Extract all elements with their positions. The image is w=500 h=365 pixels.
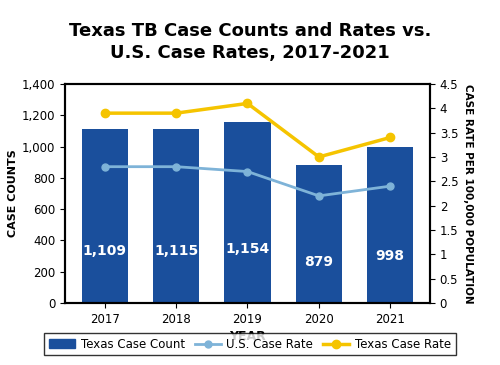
Bar [367,147,414,303]
Bar [82,130,128,303]
X-axis label: YEAR: YEAR [229,330,266,343]
Text: 1,115: 1,115 [154,243,198,258]
Text: 1,154: 1,154 [226,242,270,256]
Bar [153,128,200,303]
Legend: Texas Case Count, U.S. Case Rate, Texas Case Rate: Texas Case Count, U.S. Case Rate, Texas … [44,333,456,356]
Bar [296,165,342,303]
Text: 1,109: 1,109 [83,244,127,258]
Text: 998: 998 [376,249,404,263]
Bar [224,122,270,303]
Text: Texas TB Case Counts and Rates vs.
U.S. Case Rates, 2017-2021: Texas TB Case Counts and Rates vs. U.S. … [69,22,431,62]
Text: 879: 879 [304,255,334,269]
Y-axis label: CASE RATE PER 100,000 POPULATION: CASE RATE PER 100,000 POPULATION [462,84,472,303]
Y-axis label: CASE COUNTS: CASE COUNTS [8,150,18,237]
